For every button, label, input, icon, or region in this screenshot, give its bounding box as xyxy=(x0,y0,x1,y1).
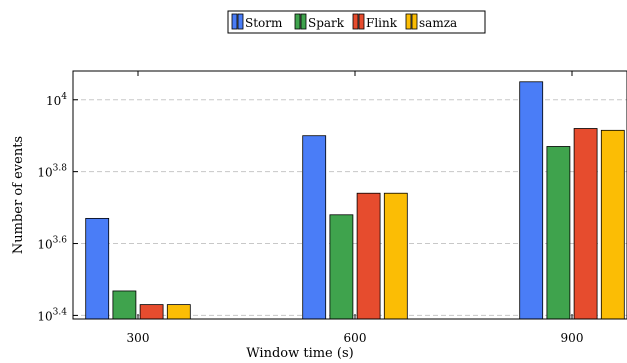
legend-swatch xyxy=(352,13,359,30)
plot-area-frame xyxy=(72,70,627,320)
bar-spark-600 xyxy=(329,214,354,320)
x-tick-labels: 300 600 900 xyxy=(127,331,584,345)
bar-flink-300 xyxy=(139,304,164,320)
legend-label: Spark xyxy=(308,16,345,30)
x-tick-label: 600 xyxy=(344,331,367,345)
bar-flink-600 xyxy=(356,192,381,320)
legend-item-spark: Spark xyxy=(294,13,345,30)
legend-swatch xyxy=(300,13,307,30)
legend-label: samza xyxy=(419,16,457,30)
y-tick-label: 103.4 xyxy=(37,307,67,323)
bar-storm-600 xyxy=(302,135,327,320)
legend-label: Flink xyxy=(366,16,398,30)
y-tick-labels: 103.4 103.6 103.8 104 xyxy=(37,92,67,324)
bar-samza-300 xyxy=(166,304,191,320)
bar-spark-300 xyxy=(112,290,137,320)
legend-item-samza: samza xyxy=(405,13,457,30)
legend: Storm Spark Flink samza xyxy=(227,10,486,34)
legend-swatch xyxy=(294,13,301,30)
x-tick-label: 300 xyxy=(127,331,150,345)
legend-swatch xyxy=(411,13,418,30)
bar-samza-600 xyxy=(383,192,408,320)
y-tick-label: 103.6 xyxy=(37,236,67,252)
legend-label: Storm xyxy=(245,16,283,30)
x-axis-label: Window time (s) xyxy=(246,346,353,361)
legend-item-storm: Storm xyxy=(231,13,283,30)
y-tick-label: 103.8 xyxy=(37,164,67,180)
legend-swatch xyxy=(231,13,238,30)
legend-swatch xyxy=(405,13,412,30)
bar-samza-900 xyxy=(600,129,625,320)
legend-swatch xyxy=(358,13,365,30)
legend-item-flink: Flink xyxy=(352,13,398,30)
legend-swatch xyxy=(237,13,244,30)
x-tick-label: 900 xyxy=(561,331,584,345)
bar-storm-900 xyxy=(519,81,544,320)
bar-storm-300 xyxy=(85,217,110,320)
y-axis-label: Number of events xyxy=(11,136,26,254)
bar-spark-900 xyxy=(546,146,571,320)
axis-ticks xyxy=(73,71,573,319)
bars xyxy=(85,81,625,320)
bar-flink-900 xyxy=(573,128,598,320)
y-tick-label: 104 xyxy=(46,92,67,108)
